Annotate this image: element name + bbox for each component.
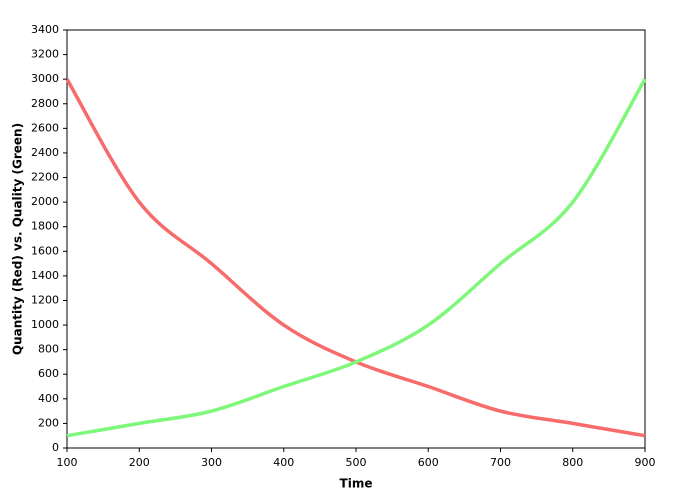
y-tick-label: 2200	[31, 171, 59, 184]
y-tick-label: 0	[52, 441, 59, 454]
x-tick-label: 500	[346, 456, 367, 469]
y-tick-label: 600	[38, 367, 59, 380]
y-axis-label: Quantity (Red) vs. Quality (Green)	[11, 123, 25, 355]
y-tick-label: 1800	[31, 220, 59, 233]
y-tick-label: 200	[38, 416, 59, 429]
y-tick-label: 1200	[31, 293, 59, 306]
y-tick-label: 3400	[31, 23, 59, 36]
y-tick-label: 1600	[31, 244, 59, 257]
y-tick-label: 3200	[31, 48, 59, 61]
line	[65, 78, 646, 438]
y-tick-label: 2800	[31, 97, 59, 110]
x-tick-label: 200	[129, 456, 150, 469]
x-tick-label: 700	[490, 456, 511, 469]
line	[66, 78, 647, 438]
y-tick-label: 2600	[31, 121, 59, 134]
plot-frame	[66, 29, 646, 449]
y-tick-label: 2000	[31, 195, 59, 208]
x-tick-label: 900	[635, 456, 656, 469]
x-axis-label: Time	[340, 477, 373, 491]
y-tick-label: 1000	[31, 318, 59, 331]
y-tick-label: 3000	[31, 72, 59, 85]
x-tick-label: 300	[201, 456, 222, 469]
x-tick-label: 400	[273, 456, 294, 469]
y-tick-label: 2400	[31, 146, 59, 159]
x-tick-label: 600	[418, 456, 439, 469]
y-tick-label: 800	[38, 343, 59, 356]
x-tick-label: 100	[57, 456, 78, 469]
y-tick-label: 400	[38, 392, 59, 405]
y-tick-label: 1400	[31, 269, 59, 282]
x-tick-label: 800	[562, 456, 583, 469]
